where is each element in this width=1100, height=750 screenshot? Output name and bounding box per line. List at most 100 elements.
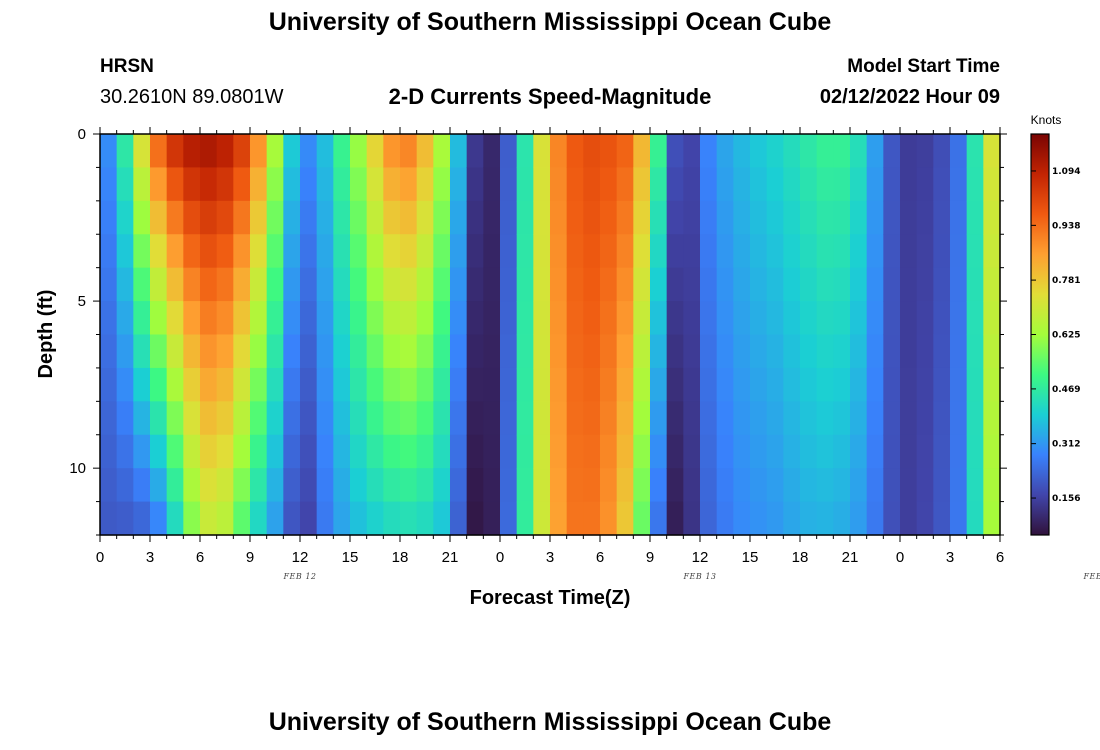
heatmap-cell (933, 234, 951, 269)
heatmap-cell (916, 234, 934, 269)
heatmap-cell (900, 367, 918, 402)
heatmap-cell (266, 434, 284, 469)
heatmap-cell (133, 468, 151, 503)
model-start-time: 02/12/2022 Hour 09 (819, 86, 1000, 108)
heatmap-cell (833, 401, 851, 436)
heatmap-cell (366, 134, 384, 169)
heatmap-cell (150, 401, 168, 436)
heatmap-cell (116, 167, 134, 202)
heatmap-cell (816, 134, 834, 169)
heatmap-cell (533, 267, 551, 302)
heatmap-cell (566, 401, 584, 436)
heatmap-cell (583, 200, 601, 235)
heatmap-cell (600, 501, 618, 536)
heatmap-cell (700, 167, 718, 202)
heatmap-cell (883, 401, 901, 436)
heatmap-cell (600, 401, 618, 436)
heatmap-cell (366, 267, 384, 302)
heatmap-cell (433, 334, 451, 369)
heatmap-cell (316, 134, 334, 169)
heatmap-cell (466, 200, 484, 235)
heatmap-cell (716, 301, 734, 336)
heatmap-cell (816, 334, 834, 369)
heatmap-cell (750, 301, 768, 336)
heatmap-cell (583, 501, 601, 536)
heatmap-cell (133, 434, 151, 469)
heatmap-cell (700, 401, 718, 436)
heatmap-cell (383, 468, 401, 503)
heatmap-cell (166, 234, 184, 269)
heatmap-cell (583, 367, 601, 402)
heatmap-cell (883, 267, 901, 302)
heatmap-cell (966, 401, 984, 436)
heatmap-cell (516, 367, 534, 402)
heatmap-cell (400, 401, 418, 436)
heatmap-cell (450, 234, 468, 269)
heatmap-cell (516, 267, 534, 302)
heatmap-cell (350, 167, 368, 202)
heatmap-cell (516, 434, 534, 469)
heatmap-cell (150, 234, 168, 269)
heatmap-cell (283, 501, 301, 536)
heatmap-cell (466, 434, 484, 469)
heatmap-cell (550, 367, 568, 402)
heatmap-cell (400, 267, 418, 302)
x-tick-label: 6 (996, 549, 1004, 566)
heatmap-cell (833, 367, 851, 402)
heatmap-cell (633, 468, 651, 503)
heatmap-cell (500, 468, 518, 503)
x-axis-title: Forecast Time(Z) (470, 587, 631, 609)
heatmap-cell (700, 301, 718, 336)
heatmap-cell (683, 301, 701, 336)
heatmap-cell (883, 234, 901, 269)
heatmap-cell (833, 301, 851, 336)
heatmap-cell (950, 367, 968, 402)
x-date-label: FEB 12 (283, 572, 317, 581)
heatmap-cell (500, 301, 518, 336)
heatmap-cell (883, 501, 901, 536)
x-tick-label: 15 (342, 549, 359, 566)
heatmap-cell (716, 334, 734, 369)
heatmap-cell (366, 301, 384, 336)
heatmap-cell (700, 468, 718, 503)
heatmap-cell (516, 134, 534, 169)
heatmap-cell (783, 301, 801, 336)
heatmap-cell (433, 200, 451, 235)
heatmap-cell (183, 267, 201, 302)
heatmap-cell (950, 501, 968, 536)
heatmap-cell (200, 401, 218, 436)
heatmap-cell (533, 501, 551, 536)
heatmap-cell (616, 167, 634, 202)
heatmap-cell (950, 167, 968, 202)
heatmap-cell (600, 434, 618, 469)
heatmap-cell (650, 434, 668, 469)
heatmap-cell (133, 501, 151, 536)
heatmap-cell (333, 401, 351, 436)
heatmap-cell (483, 501, 501, 536)
heatmap-cell (250, 401, 268, 436)
heatmap-cell (116, 367, 134, 402)
heatmap-cell (183, 401, 201, 436)
heatmap-cell (566, 200, 584, 235)
heatmap-cell (250, 434, 268, 469)
heatmap-cell (433, 167, 451, 202)
heatmap-cell (533, 134, 551, 169)
heatmap-cell (500, 434, 518, 469)
heatmap-cell (266, 334, 284, 369)
heatmap-cell (816, 234, 834, 269)
heatmap-cell (283, 167, 301, 202)
heatmap-cell (533, 200, 551, 235)
heatmap-cell (733, 367, 751, 402)
heatmap-cell (300, 200, 318, 235)
heatmap-cell (183, 301, 201, 336)
heatmap-cell (150, 301, 168, 336)
heatmap-cell (666, 267, 684, 302)
heatmap-cell (150, 267, 168, 302)
heatmap-cell (616, 134, 634, 169)
heatmap-cell (450, 301, 468, 336)
heatmap-cell (583, 401, 601, 436)
heatmap-cell (983, 301, 1001, 336)
heatmap-cell (116, 134, 134, 169)
heatmap-cell (566, 301, 584, 336)
heatmap-cell (400, 367, 418, 402)
